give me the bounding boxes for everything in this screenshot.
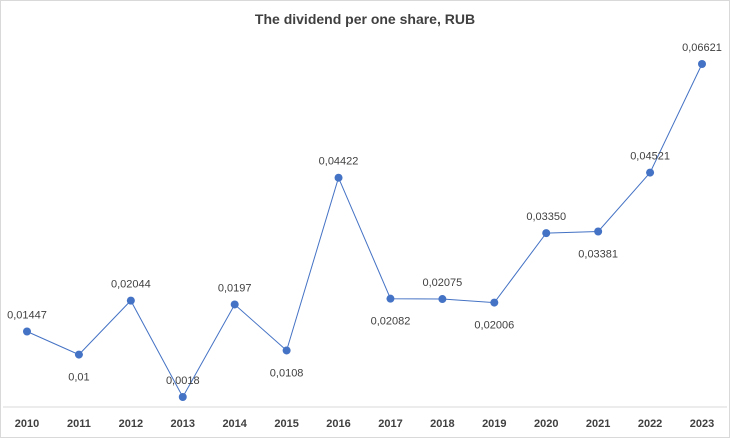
data-label-2010: 0,01447 [7, 309, 47, 321]
data-point-2023 [698, 60, 706, 68]
data-label-2018: 0,02075 [423, 277, 463, 289]
data-label-2014: 0,0197 [218, 282, 252, 294]
x-tick-2011: 2011 [67, 418, 91, 430]
data-point-2018 [438, 295, 447, 304]
x-tick-2020: 2020 [534, 418, 558, 430]
data-point-2021 [594, 227, 603, 236]
data-point-2022 [646, 168, 655, 177]
data-label-2022: 0,04521 [630, 151, 670, 163]
data-point-2016 [334, 173, 343, 182]
data-label-2023: 0,06621 [682, 42, 722, 54]
data-point-2014 [230, 300, 239, 309]
data-point-2010 [23, 327, 31, 336]
data-label-2016: 0,04422 [319, 156, 359, 168]
x-tick-2013: 2013 [171, 418, 195, 430]
data-label-2015: 0,0108 [270, 367, 304, 379]
x-tick-2018: 2018 [430, 418, 454, 430]
x-tick-2014: 2014 [222, 418, 247, 430]
data-label-2012: 0,02044 [111, 279, 151, 291]
x-tick-2021: 2021 [586, 418, 610, 430]
data-label-2011: 0,01 [68, 372, 89, 384]
data-point-2017 [386, 294, 395, 303]
x-tick-2010: 2010 [15, 418, 39, 430]
x-tick-2022: 2022 [638, 418, 662, 430]
data-point-2011 [74, 350, 83, 359]
x-tick-2023: 2023 [690, 418, 714, 430]
data-point-2020 [542, 229, 551, 238]
data-label-2013: 0,0018 [166, 375, 200, 387]
x-tick-2015: 2015 [274, 418, 298, 430]
data-point-2013 [178, 393, 187, 401]
chart-title: The dividend per one share, RUB [254, 11, 476, 27]
x-tick-2017: 2017 [378, 418, 402, 430]
data-point-2019 [490, 298, 499, 307]
data-label-2020: 0,03350 [526, 211, 566, 223]
data-point-2015 [282, 346, 291, 355]
data-label-2021: 0,03381 [578, 249, 618, 261]
x-tick-2012: 2012 [119, 418, 143, 430]
data-label-2019: 0,02006 [474, 320, 514, 332]
data-label-2017: 0,02082 [371, 316, 411, 328]
series-line [26, 63, 703, 399]
x-tick-2016: 2016 [326, 418, 350, 430]
data-point-2012 [126, 296, 135, 305]
x-tick-2019: 2019 [482, 418, 506, 430]
